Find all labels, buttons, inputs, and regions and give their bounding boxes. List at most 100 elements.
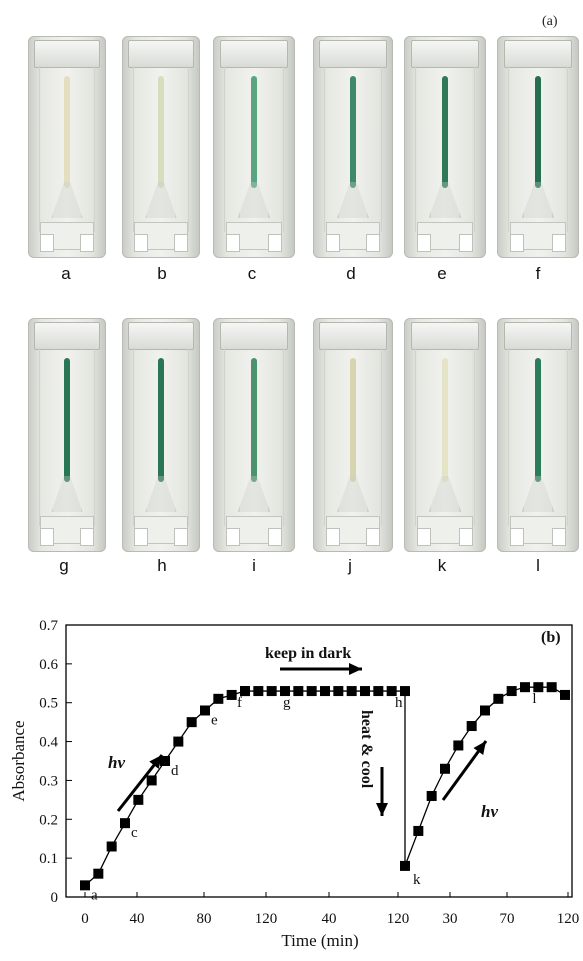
cuvette-walls bbox=[508, 66, 568, 232]
data-point bbox=[160, 756, 170, 766]
data-point bbox=[320, 686, 330, 697]
x-tick-label: 40 bbox=[322, 911, 337, 927]
y-tick-label: 0.2 bbox=[39, 812, 58, 828]
y-tick-label: 0.4 bbox=[39, 735, 58, 751]
data-point bbox=[93, 868, 104, 879]
holder-foot bbox=[417, 528, 432, 546]
point-label-k: k bbox=[413, 872, 421, 888]
data-point bbox=[440, 763, 450, 774]
capillary-tube bbox=[64, 358, 70, 482]
cuvette-walls bbox=[415, 66, 475, 232]
holder-foot bbox=[79, 234, 94, 252]
x-tick-label: 120 bbox=[255, 911, 278, 927]
data-point bbox=[226, 689, 237, 700]
data-point bbox=[453, 740, 464, 751]
cuvette-walls bbox=[38, 66, 96, 232]
cuvette-walls bbox=[224, 348, 284, 526]
holder-foot bbox=[458, 528, 473, 546]
capillary-tube bbox=[158, 76, 164, 188]
vial-label-g: g bbox=[59, 556, 69, 575]
cuvette-walls bbox=[324, 348, 382, 526]
cuvette-walls bbox=[224, 66, 284, 232]
hv-annotation-1: hv bbox=[108, 753, 125, 772]
heat-cool-annotation: heat & cool bbox=[358, 710, 375, 789]
data-point bbox=[493, 693, 504, 704]
cuvette-cap bbox=[503, 40, 573, 68]
data-point bbox=[106, 841, 117, 852]
point-label-l: l bbox=[532, 691, 536, 707]
cuvette-cap bbox=[128, 40, 194, 68]
cuvette-cap bbox=[219, 322, 289, 350]
y-tick-label: 0.5 bbox=[39, 696, 58, 712]
data-point bbox=[280, 686, 290, 697]
holder-foot bbox=[510, 234, 525, 252]
holder-foot bbox=[417, 234, 432, 252]
vial-k bbox=[404, 318, 486, 552]
capillary-tube bbox=[535, 76, 541, 188]
heat-cool-arrow-head bbox=[376, 803, 388, 816]
vial-b bbox=[122, 36, 200, 258]
y-tick-label: 0.1 bbox=[39, 851, 58, 867]
data-point bbox=[400, 860, 410, 871]
vial-d bbox=[313, 36, 393, 258]
data-point bbox=[560, 689, 570, 700]
keep-dark-arrow-head bbox=[349, 663, 362, 675]
vial-label-a: a bbox=[61, 264, 71, 283]
vial-i bbox=[213, 318, 295, 552]
holder-foot bbox=[173, 528, 188, 546]
x-tick-label: 80 bbox=[197, 911, 212, 927]
capillary-tube bbox=[350, 76, 356, 188]
capillary-tube bbox=[535, 358, 541, 482]
cuvette-walls bbox=[132, 66, 190, 232]
holder-foot bbox=[458, 234, 473, 252]
data-point bbox=[386, 686, 397, 697]
y-tick-label: 0 bbox=[51, 890, 59, 906]
holder-foot bbox=[366, 234, 381, 252]
vial-j bbox=[313, 318, 393, 552]
point-label-g: g bbox=[283, 695, 291, 711]
data-point bbox=[120, 818, 130, 829]
data-point bbox=[240, 686, 250, 697]
hv-arrow-1-head bbox=[149, 755, 162, 769]
data-point bbox=[333, 686, 344, 697]
holder-foot bbox=[551, 528, 566, 546]
point-label-c: c bbox=[131, 825, 138, 841]
cuvette-walls bbox=[324, 66, 382, 232]
cuvette-walls bbox=[415, 348, 475, 526]
point-label-f: f bbox=[237, 695, 242, 711]
holder-foot bbox=[267, 234, 282, 252]
holder-foot bbox=[325, 234, 340, 252]
holder-foot bbox=[173, 234, 188, 252]
data-point bbox=[146, 775, 157, 786]
vial-h bbox=[122, 318, 200, 552]
holder-foot bbox=[325, 528, 340, 546]
vial-label-k: k bbox=[437, 556, 447, 575]
cuvette-cap bbox=[128, 322, 194, 350]
cuvette-cap bbox=[410, 40, 480, 68]
vial-l bbox=[497, 318, 579, 552]
holder-foot bbox=[134, 528, 149, 546]
cuvette-cap bbox=[34, 322, 100, 350]
cuvette-cap bbox=[503, 322, 573, 350]
x-tick-label: 120 bbox=[387, 911, 410, 927]
point-label-d: d bbox=[171, 763, 179, 779]
keep-in-dark-annotation: keep in dark bbox=[265, 645, 351, 662]
capillary-tube bbox=[442, 76, 448, 188]
capillary-tube bbox=[64, 76, 70, 188]
cuvette-cap bbox=[410, 322, 480, 350]
vial-label-j: j bbox=[348, 556, 352, 575]
data-point bbox=[373, 686, 384, 697]
holder-foot bbox=[226, 234, 241, 252]
x-tick-label: 30 bbox=[443, 911, 458, 927]
x-tick-label: 0 bbox=[81, 911, 89, 927]
vial-label-f: f bbox=[535, 264, 541, 283]
vial-label-h: h bbox=[157, 556, 167, 575]
vial-a bbox=[28, 36, 106, 258]
cuvette-cap bbox=[319, 322, 387, 350]
vial-label-e: e bbox=[437, 264, 447, 283]
capillary-tube bbox=[442, 358, 448, 482]
holder-foot bbox=[79, 528, 94, 546]
vial-g bbox=[28, 318, 106, 552]
vial-label-c: c bbox=[247, 264, 257, 283]
data-point bbox=[266, 686, 277, 697]
